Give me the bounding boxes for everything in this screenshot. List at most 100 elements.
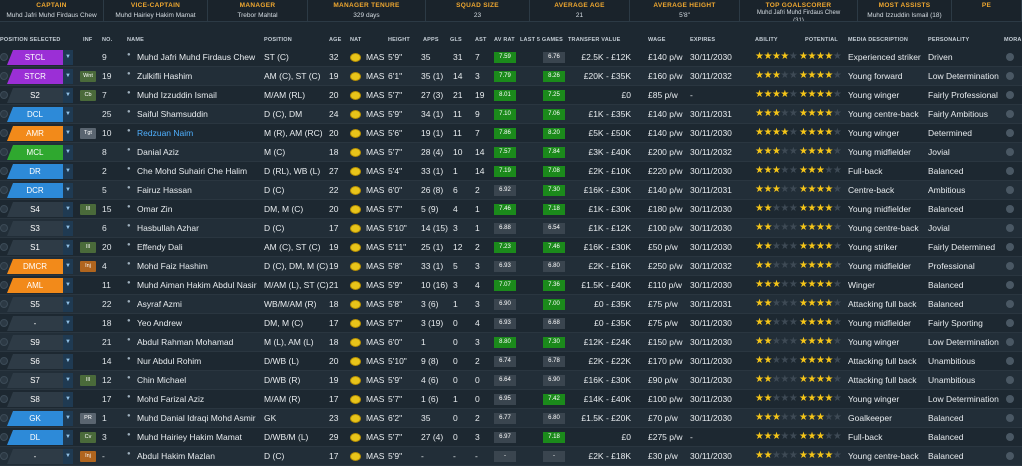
player-name[interactable]: Muhd Izzuddin Ismail [137,90,217,100]
col-no[interactable]: NO. [102,37,113,43]
position-selector[interactable]: STCR [7,69,63,84]
info-badge[interactable]: Ill [80,375,96,386]
player-name[interactable]: Danial Aziz [137,147,180,157]
position-selector[interactable]: - [7,316,63,331]
chevron-down-icon[interactable]: ▼ [63,202,73,217]
select-circle-icon[interactable] [0,433,8,441]
position-selector[interactable]: S9 [7,335,63,350]
col-inf[interactable]: INF [83,37,93,43]
summary-value[interactable]: Muhd Jafri Muhd Firdaus Chew [756,10,841,16]
col-personality[interactable]: PERSONALITY [928,37,970,43]
col-expires[interactable]: EXPIRES [690,37,716,43]
table-row[interactable]: STCL ▼ 9 ● Muhd Jafri Muhd Firdaus Chew ST (C… [0,48,1022,67]
malaysia-flag-icon[interactable] [350,281,361,290]
position-selector[interactable]: STCL [7,50,63,65]
select-circle-icon[interactable] [0,338,8,346]
col-morale[interactable]: MORA [1004,37,1022,43]
position-selector[interactable]: S8 [7,392,63,407]
info-badge[interactable]: Wnt [80,71,96,82]
summary-value[interactable]: Muhd Jafri Muhd Firdaus Chew [6,12,97,19]
malaysia-flag-icon[interactable] [350,300,361,309]
position-selector[interactable]: S7 [7,373,63,388]
position-selector[interactable]: DCL [7,107,63,122]
position-selector[interactable]: S3 [7,221,63,236]
malaysia-flag-icon[interactable] [350,414,361,423]
position-selector[interactable]: S1 [7,240,63,255]
player-name[interactable]: Chin Michael [137,375,187,385]
select-circle-icon[interactable] [0,129,8,137]
col-ast[interactable]: AST [475,37,487,43]
malaysia-flag-icon[interactable] [350,129,361,138]
player-name[interactable]: Nur Abdul Rohim [137,356,202,366]
malaysia-flag-icon[interactable] [350,148,361,157]
position-selector[interactable]: S5 [7,297,63,312]
table-row[interactable]: DL ▼ Cv 3 ● Muhd Hairiey Hakim Mamat D/WB/M (L… [0,428,1022,447]
info-badge[interactable]: Ill [80,204,96,215]
malaysia-flag-icon[interactable] [350,376,361,385]
position-selector[interactable]: DR [7,164,63,179]
summary-value[interactable]: Trebor Mahtal [237,12,278,19]
table-row[interactable]: S6 ▼ 14 ● Nur Abdul Rohim D/WB (L) 20 MAS 5'10" 9… [0,352,1022,371]
position-selector[interactable]: S6 [7,354,63,369]
player-name[interactable]: Mohd Faiz Hashim [137,261,208,271]
table-row[interactable]: S9 ▼ 21 ● Abdul Rahman Mohamad M (L), AM (L) 1… [0,333,1022,352]
info-badge[interactable]: Tgt [80,128,96,139]
position-selector[interactable]: DCR [7,183,63,198]
player-name[interactable]: Muhd Hairiey Hakim Mamat [137,432,242,442]
table-row[interactable]: - ▼ 18 ● Yeo Andrew DM, M (C) 17 MAS 5'7" 3 (19) 0… [0,314,1022,333]
col-media-description[interactable]: MEDIA DESCRIPTION [848,37,909,43]
table-row[interactable]: - ▼ Inj - ● Abdul Hakim Mazlan D (C) 17 MAS 5'9" -… [0,447,1022,466]
player-name[interactable]: Yeo Andrew [137,318,183,328]
select-circle-icon[interactable] [0,281,8,289]
summary-value[interactable]: 5'8" [679,12,690,19]
chevron-down-icon[interactable]: ▼ [63,373,73,388]
select-circle-icon[interactable] [0,300,8,308]
malaysia-flag-icon[interactable] [350,319,361,328]
malaysia-flag-icon[interactable] [350,53,361,62]
col-name[interactable]: NAME [127,37,144,43]
chevron-down-icon[interactable]: ▼ [63,69,73,84]
position-selector[interactable]: S2 [7,88,63,103]
player-name[interactable]: Hasbullah Azhar [137,223,199,233]
chevron-down-icon[interactable]: ▼ [63,411,73,426]
player-name[interactable]: Mohd Farizal Aziz [137,394,205,404]
position-selector[interactable]: - [7,449,63,464]
select-circle-icon[interactable] [0,72,8,80]
chevron-down-icon[interactable]: ▼ [63,88,73,103]
chevron-down-icon[interactable]: ▼ [63,316,73,331]
select-circle-icon[interactable] [0,262,8,270]
select-circle-icon[interactable] [0,186,8,194]
select-circle-icon[interactable] [0,205,8,213]
chevron-down-icon[interactable]: ▼ [63,354,73,369]
col-position[interactable]: POSITION [264,37,292,43]
player-name[interactable]: Asyraf Azmi [137,299,182,309]
table-row[interactable]: AML ▼ 11 ● Muhd Aiman Hakim Abdul Nasir M/AM … [0,276,1022,295]
malaysia-flag-icon[interactable] [350,357,361,366]
col-last-5-games[interactable]: LAST 5 GAMES [520,37,564,43]
player-name[interactable]: Abdul Hakim Mazlan [137,451,215,461]
position-selector[interactable]: AML [7,278,63,293]
select-circle-icon[interactable] [0,53,8,61]
malaysia-flag-icon[interactable] [350,395,361,404]
position-selector[interactable]: DL [7,430,63,445]
malaysia-flag-icon[interactable] [350,433,361,442]
malaysia-flag-icon[interactable] [350,338,361,347]
col-ability[interactable]: ABILITY [755,37,778,43]
table-row[interactable]: S7 ▼ Ill 12 ● Chin Michael D/WB (R) 19 MAS 5'9" 4 … [0,371,1022,390]
info-badge[interactable]: Cv [80,432,96,443]
select-circle-icon[interactable] [0,224,8,232]
table-row[interactable]: DMCR ▼ Inj 4 ● Mohd Faiz Hashim D (C), DM, M (… [0,257,1022,276]
select-circle-icon[interactable] [0,148,8,156]
summary-value[interactable]: 23 [473,12,482,19]
chevron-down-icon[interactable]: ▼ [63,145,73,160]
player-name[interactable]: Fairuz Hassan [137,185,192,195]
col-potential[interactable]: POTENTIAL [805,37,838,43]
player-name[interactable]: Muhd Aiman Hakim Abdul Nasir [137,280,257,290]
summary-value[interactable]: 21 [575,12,584,19]
info-badge[interactable]: Inj [80,451,96,462]
table-row[interactable]: GK ▼ PR 1 ● Muhd Danial Idraqi Mohd Asmir GK 23… [0,409,1022,428]
select-circle-icon[interactable] [0,395,8,403]
select-circle-icon[interactable] [0,243,8,251]
malaysia-flag-icon[interactable] [350,224,361,233]
malaysia-flag-icon[interactable] [350,205,361,214]
